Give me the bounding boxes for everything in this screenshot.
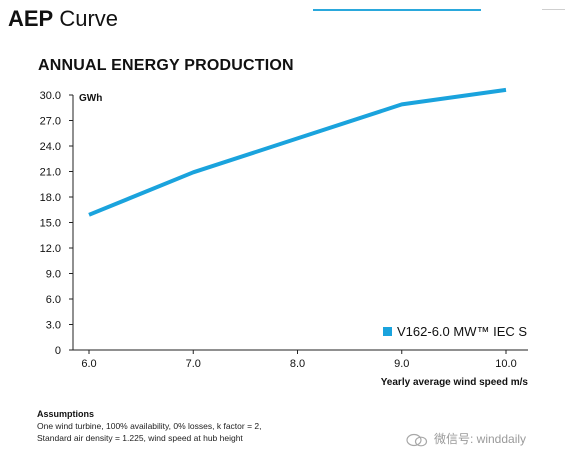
y-tick-label: 30.0 xyxy=(40,90,61,102)
y-tick-label: 0 xyxy=(55,345,61,357)
x-axis-label: Yearly average wind speed m/s xyxy=(381,377,529,388)
assumptions-line-2: Standard air density = 1.225, wind speed… xyxy=(37,433,243,443)
x-axis: 6.0 7.0 8.0 9.0 10.0 xyxy=(73,349,528,370)
y-tick-label: 3.0 xyxy=(46,320,61,332)
x-tick-label: 6.0 xyxy=(81,358,96,370)
top-divider-line xyxy=(542,9,565,10)
y-axis: 0 3.0 6.0 9.0 12.0 15.0 18.0 21.0 24.0 27.0 30.0 xyxy=(40,90,74,357)
y-axis-label: GWh xyxy=(79,93,102,104)
y-tick-label: 12.0 xyxy=(40,243,61,255)
series-line xyxy=(88,87,507,217)
y-tick-label: 27.0 xyxy=(40,116,61,128)
assumptions-line-1: One wind turbine, 100% availability, 0% … xyxy=(37,421,262,431)
assumptions-title: Assumptions xyxy=(37,409,95,419)
x-tick-label: 10.0 xyxy=(495,358,516,370)
y-tick-label: 24.0 xyxy=(40,141,61,153)
legend: V162-6.0 MW™ IEC S xyxy=(383,324,527,339)
x-tick-label: 8.0 xyxy=(290,358,305,370)
series-layer xyxy=(88,87,507,217)
y-tick-label: 18.0 xyxy=(40,192,61,204)
legend-swatch xyxy=(383,327,392,336)
x-tick-label: 9.0 xyxy=(394,358,409,370)
y-tick-label: 15.0 xyxy=(40,218,61,230)
y-tick-label: 9.0 xyxy=(46,269,61,281)
watermark-text: 微信号: winddaily xyxy=(434,432,527,446)
y-tick-label: 6.0 xyxy=(46,294,61,306)
page-title: AEP Curve xyxy=(8,6,118,32)
wechat-icon xyxy=(406,433,428,447)
legend-label: V162-6.0 MW™ IEC S xyxy=(397,324,527,339)
top-accent-bar xyxy=(313,9,481,11)
page-title-rest: Curve xyxy=(53,6,119,31)
x-tick-label: 7.0 xyxy=(186,358,201,370)
y-tick-label: 21.0 xyxy=(40,167,61,179)
chart-title: ANNUAL ENERGY PRODUCTION xyxy=(38,57,294,74)
page-title-bold: AEP xyxy=(8,6,54,31)
watermark: 微信号: winddaily xyxy=(406,430,526,447)
